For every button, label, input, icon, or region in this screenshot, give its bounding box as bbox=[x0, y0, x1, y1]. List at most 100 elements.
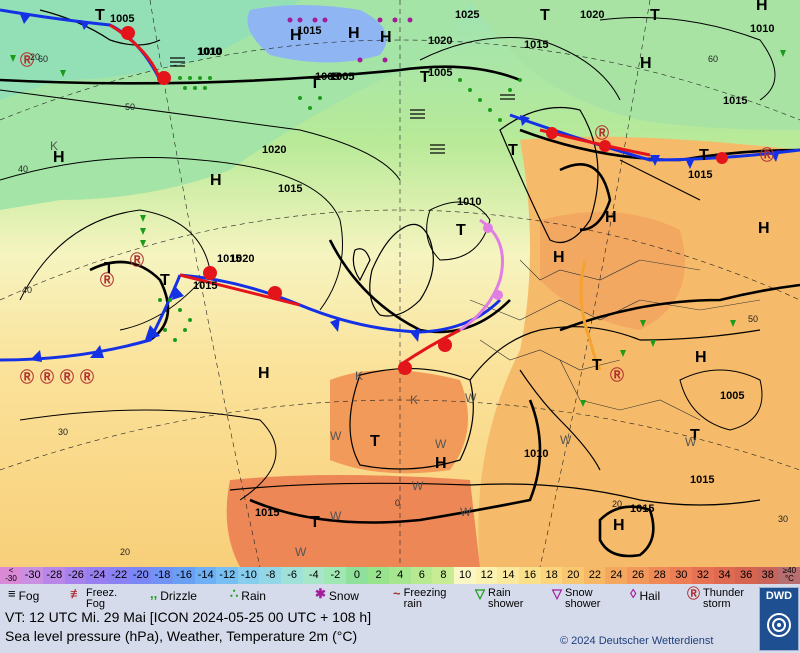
low-pressure-label: T bbox=[95, 7, 105, 24]
colorbar-cell: -24 bbox=[86, 567, 109, 584]
colorbar-cell: -28 bbox=[43, 567, 66, 584]
legend-panel: < -30 -30 -28 -26 -24 -22 -20 -18 -16 -14 -12 -10 -8… bbox=[0, 567, 800, 653]
colorbar-cell: 30 bbox=[670, 567, 693, 584]
isobar-label: 1010 bbox=[750, 23, 774, 35]
trough-line bbox=[579, 259, 602, 371]
legend-label: Thunder storm bbox=[703, 587, 744, 610]
legend-item-rain: ∴ Rain bbox=[230, 586, 266, 604]
latitude-label: 40 bbox=[18, 164, 28, 174]
legend-label: Rain shower bbox=[488, 587, 524, 610]
east-europe-warm-region bbox=[540, 212, 685, 330]
isobars bbox=[0, 17, 776, 501]
colorbar-cell: -4 bbox=[302, 567, 325, 584]
pressure-center-labels: H H H H H H H H H H H H H H T T T T T T T T T T T T T T bbox=[53, 0, 770, 534]
arctic-region bbox=[470, 0, 800, 130]
cold-front-symbol bbox=[770, 150, 780, 162]
cold-front-biscay bbox=[179, 273, 502, 334]
legend-label: Freezing rain bbox=[403, 587, 447, 610]
cold-front-symbol bbox=[330, 318, 340, 332]
feature-letter: W bbox=[685, 435, 697, 449]
high-pressure-label: H bbox=[210, 172, 222, 189]
cold-front-symbol bbox=[520, 115, 530, 126]
colorbar-cell: 22 bbox=[583, 567, 606, 584]
low-pressure-label: T bbox=[370, 433, 380, 450]
low-pressure-label: T bbox=[650, 7, 660, 24]
isobar-label: 1010 bbox=[524, 448, 548, 460]
warm-front-symbol bbox=[121, 26, 135, 40]
cold-front-symbol bbox=[30, 350, 42, 362]
colorbar-cell: -6 bbox=[281, 567, 304, 584]
colorbar-cell: -10 bbox=[237, 567, 260, 584]
colorbar-cell: 26 bbox=[627, 567, 650, 584]
isobar-label: 1005 bbox=[330, 71, 354, 83]
copyright: © 2024 Deutscher Wetterdienst bbox=[560, 635, 714, 647]
svg-text:Ⓡ: Ⓡ bbox=[100, 272, 114, 288]
warm-front-symbol bbox=[398, 361, 412, 375]
colorbar-cell: 32 bbox=[691, 567, 714, 584]
feature-letter: W bbox=[412, 479, 424, 493]
legend-item-drizzle: ,, Drizzle bbox=[150, 587, 197, 604]
occlusion-front bbox=[459, 218, 504, 332]
low-pressure-label: T bbox=[310, 75, 320, 92]
feature-letter: W bbox=[435, 437, 447, 451]
cold-air-region bbox=[0, 0, 300, 100]
dwd-swirl-icon bbox=[767, 613, 791, 637]
snow-shower-icon: ▽ bbox=[552, 586, 562, 601]
feature-letter: W bbox=[465, 391, 477, 405]
isobar-label: 1015 bbox=[723, 95, 747, 107]
legend-item-rain-shower: ▽ Rain shower bbox=[475, 586, 524, 610]
latitude-label: 50 bbox=[748, 314, 758, 324]
svg-text:Ⓡ: Ⓡ bbox=[20, 52, 34, 68]
high-pressure-label: H bbox=[553, 249, 565, 266]
colorbar-cell: 8 bbox=[432, 567, 455, 584]
colorbar-cell: 36 bbox=[735, 567, 758, 584]
legend-item-freezing-fog: ≢ Freez. Fog bbox=[70, 586, 118, 610]
freezing-fog-icon: ≢ bbox=[70, 586, 83, 601]
colorbar-cell: < -30 bbox=[0, 567, 23, 584]
warm-front-symbol bbox=[268, 286, 282, 300]
warm-front-north bbox=[109, 23, 162, 81]
legend-item-fog: ≡ Fog bbox=[8, 587, 39, 604]
high-pressure-label: H bbox=[605, 209, 617, 226]
isobar-label: 1020 bbox=[230, 253, 254, 265]
colorbar-cell: -22 bbox=[108, 567, 131, 584]
colorbar-cell: 38 bbox=[756, 567, 779, 584]
rain-icon: ∴ bbox=[230, 586, 239, 601]
hail-icon: ◊ bbox=[630, 586, 637, 601]
colorbar-cell: 10 bbox=[454, 567, 477, 584]
isobar-label: 1015 bbox=[193, 280, 217, 292]
high-pressure-label: H bbox=[380, 29, 392, 46]
isobar-label: 1005 bbox=[330, 71, 354, 83]
colorbar-cell: 14 bbox=[497, 567, 520, 584]
rain-shower-icon: ▽ bbox=[475, 586, 485, 601]
isobar-label: 1015 bbox=[630, 503, 654, 515]
latitude-label: 20 bbox=[612, 499, 622, 509]
high-pressure-label: H bbox=[258, 365, 270, 382]
warm-front-symbol bbox=[203, 266, 217, 280]
cold-front-symbol bbox=[410, 328, 420, 342]
colorbar-cell: -2 bbox=[324, 567, 347, 584]
isobar-label: 1015 bbox=[690, 474, 714, 486]
legend-label: Freez. Fog bbox=[86, 587, 118, 610]
legend-label: Rain bbox=[241, 589, 266, 603]
high-pressure-label: H bbox=[640, 55, 652, 72]
low-pressure-label: T bbox=[160, 272, 170, 289]
low-pressure-label: T bbox=[699, 147, 709, 164]
field-description: Sea level pressure (hPa), Weather, Tempe… bbox=[5, 628, 358, 644]
feature-letter: W bbox=[560, 433, 572, 447]
low-pressure-label: T bbox=[690, 427, 700, 444]
feature-letter-labels: K K K W W W W W W W W W bbox=[50, 139, 697, 559]
freezing-rain-icon: ~ bbox=[393, 586, 401, 601]
colorbar-cell: 28 bbox=[648, 567, 671, 584]
svg-text:Ⓡ: Ⓡ bbox=[595, 125, 609, 141]
svg-text:Ⓡ: Ⓡ bbox=[60, 369, 74, 385]
legend-label: Snow shower bbox=[565, 587, 601, 610]
warm-front-atlantic bbox=[179, 273, 301, 307]
feature-letter: K bbox=[50, 139, 58, 153]
high-pressure-label: H bbox=[53, 149, 65, 166]
legend-label: Drizzle bbox=[160, 589, 197, 603]
colorbar-cell: -16 bbox=[172, 567, 196, 584]
colorbar-cell: 4 bbox=[389, 567, 412, 584]
latitude-label: 60 bbox=[38, 54, 48, 64]
colorbar-cell: -20 bbox=[129, 567, 152, 584]
